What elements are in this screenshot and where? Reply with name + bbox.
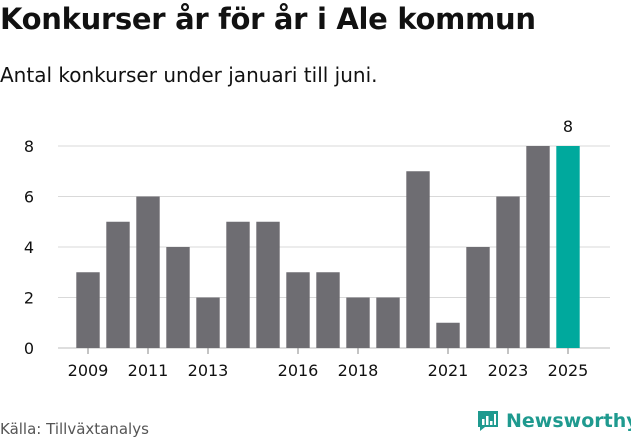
brand-name: Newsworthy	[506, 410, 631, 432]
bar-2009	[76, 272, 100, 348]
bar-2011	[136, 196, 160, 348]
x-tick-label: 2025	[548, 361, 589, 380]
bar-2017	[316, 272, 340, 348]
source-note: Källa: Tillväxtanalys	[0, 420, 149, 438]
x-axis-ticks: 2009 2011 2013 2016 2018 2021 2023 2025	[68, 348, 589, 380]
value-labels: 8	[563, 117, 573, 136]
y-tick-label: 0	[24, 339, 34, 358]
x-tick-label: 2021	[428, 361, 469, 380]
chart-title: Konkurser år för år i Ale kommun	[0, 2, 536, 36]
x-tick-label: 2016	[278, 361, 319, 380]
y-tick-label: 2	[24, 289, 34, 308]
bar-2010	[106, 221, 130, 348]
bars	[76, 146, 580, 348]
x-tick-label: 2009	[68, 361, 109, 380]
x-tick-label: 2023	[488, 361, 529, 380]
y-axis-ticks: 0 2 4 6 8	[24, 137, 34, 358]
bar-2013	[196, 297, 220, 348]
y-tick-label: 6	[24, 188, 34, 207]
brand-logo: Newsworthy	[476, 409, 631, 433]
bar-2022	[466, 247, 490, 348]
x-tick-label: 2018	[338, 361, 379, 380]
bar-2016	[286, 272, 310, 348]
bar-2012	[166, 247, 190, 348]
bar-2018	[346, 297, 370, 348]
data-label: 8	[563, 117, 573, 136]
bar-2023	[496, 196, 520, 348]
x-tick-label: 2011	[128, 361, 169, 380]
x-tick-label: 2013	[188, 361, 229, 380]
bar-2019	[376, 297, 400, 348]
bar-2014	[226, 221, 250, 348]
chart-subtitle: Antal konkurser under januari till juni.	[0, 63, 378, 87]
bar-2021	[436, 322, 460, 348]
bar-2015	[256, 221, 280, 348]
bar-2024	[526, 146, 550, 348]
bar-chart: 0 2 4 6 8 2009 2011 2013 2016 2018 2021 2023 2025 8	[24, 117, 610, 380]
bar-chart-logo-icon	[478, 411, 498, 431]
y-tick-label: 4	[24, 238, 34, 257]
y-tick-label: 8	[24, 137, 34, 156]
bar-2020	[406, 171, 430, 348]
bar-2025	[556, 146, 580, 348]
